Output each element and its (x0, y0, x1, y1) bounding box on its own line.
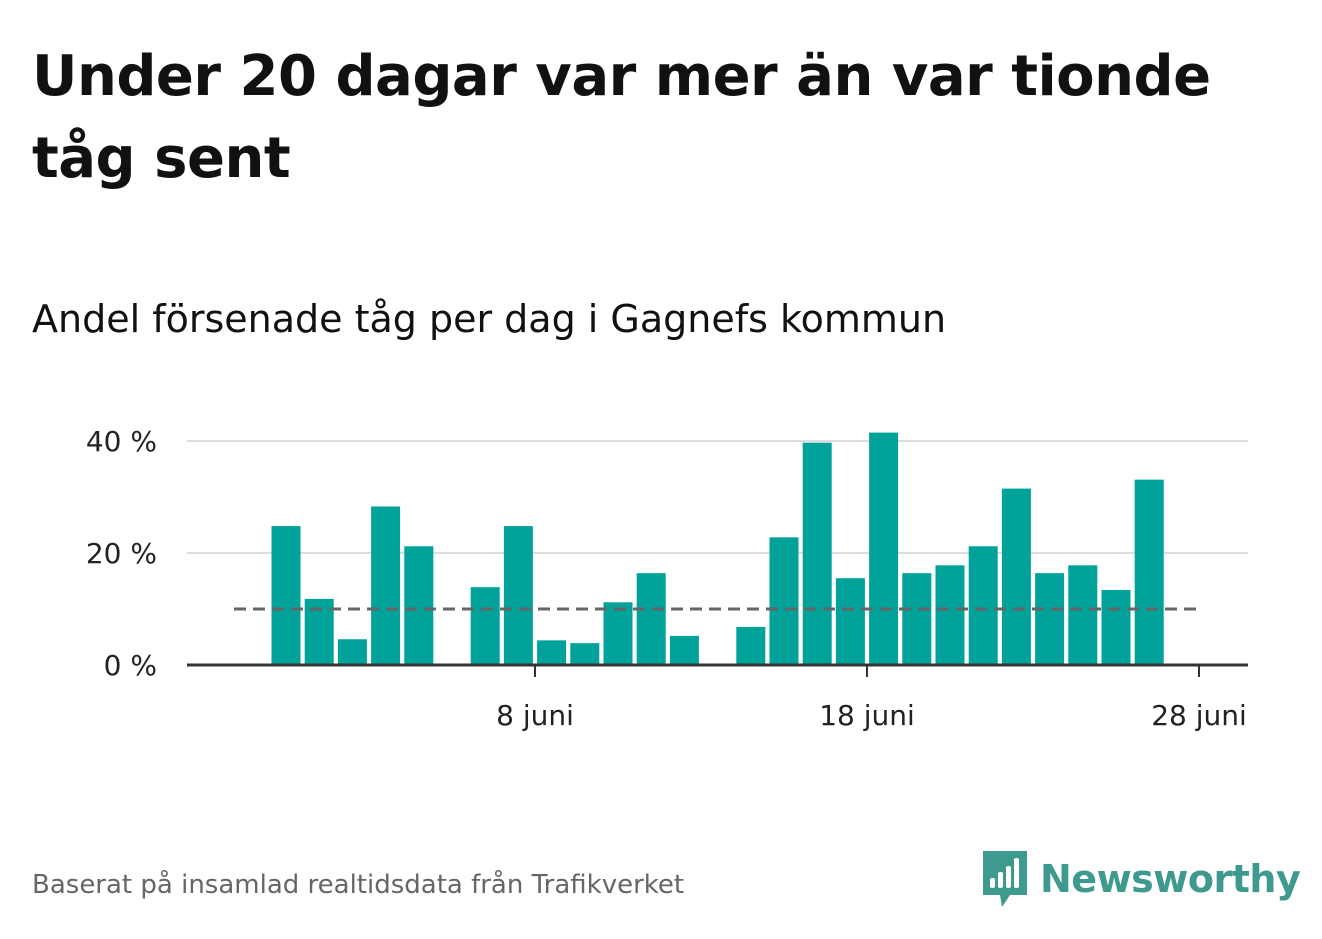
bar (1101, 589, 1131, 665)
bar (1001, 488, 1031, 665)
bar (935, 565, 965, 665)
bar (271, 526, 301, 665)
bar (769, 537, 799, 665)
y-tick-label: 40 % (86, 425, 157, 458)
x-tick-label: 28 juni (1151, 699, 1247, 732)
bar (1035, 573, 1065, 665)
bar (337, 639, 367, 665)
brand-name: Newsworthy (1040, 857, 1301, 901)
brand-logo: Newsworthy (980, 848, 1301, 910)
x-tick-label: 18 juni (819, 699, 915, 732)
bar (570, 643, 600, 665)
bar (968, 546, 998, 665)
source-note: Baserat på insamlad realtidsdata från Tr… (32, 870, 685, 900)
bar (636, 573, 666, 665)
bar (736, 626, 766, 665)
axes: 0 % 20 % 40 % 8 juni 18 juni 28 juni (86, 425, 1248, 732)
bar (869, 432, 899, 665)
y-tick-label: 0 % (104, 649, 157, 682)
bar (371, 506, 401, 665)
gridlines (187, 440, 1248, 554)
bar (537, 640, 567, 665)
bars (271, 432, 1164, 665)
bar (470, 587, 500, 665)
bar (404, 546, 434, 665)
chart-title: Under 20 dagar var mer än var tionde tåg… (32, 44, 1211, 191)
bar (503, 526, 533, 665)
chart-subtitle: Andel försenade tåg per dag i Gagnefs ko… (32, 297, 947, 341)
bar (603, 602, 633, 665)
bar (802, 442, 832, 665)
x-tick-label: 8 juni (496, 699, 574, 732)
y-tick-label: 20 % (86, 537, 157, 570)
bar (902, 573, 932, 665)
bar-chart: 0 % 20 % 40 % 8 juni 18 juni 28 juni (86, 425, 1248, 732)
bar (1134, 479, 1164, 665)
bar (669, 635, 699, 665)
bar (1068, 565, 1098, 665)
newsworthy-logo-icon (983, 851, 1027, 907)
bar (835, 578, 865, 665)
